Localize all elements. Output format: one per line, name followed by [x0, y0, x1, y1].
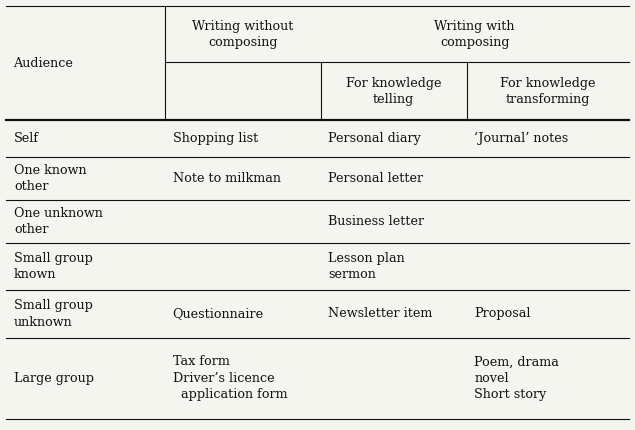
Text: Personal letter: Personal letter	[328, 172, 424, 185]
Text: Questionnaire: Questionnaire	[173, 307, 264, 320]
Text: One unknown
other: One unknown other	[14, 207, 103, 236]
Text: Tax form
Driver’s licence
  application form: Tax form Driver’s licence application fo…	[173, 356, 288, 401]
Text: For knowledge
transforming: For knowledge transforming	[500, 77, 596, 106]
Text: Large group: Large group	[14, 372, 94, 385]
Text: Poem, drama
novel
Short story: Poem, drama novel Short story	[474, 356, 559, 401]
Text: Writing with
composing: Writing with composing	[434, 20, 515, 49]
Text: Personal diary: Personal diary	[328, 132, 421, 145]
Text: Self: Self	[14, 132, 39, 145]
Text: One known
other: One known other	[14, 164, 86, 193]
Text: Proposal: Proposal	[474, 307, 531, 320]
Text: For knowledge
telling: For knowledge telling	[346, 77, 441, 106]
Text: ‘Journal’ notes: ‘Journal’ notes	[474, 132, 568, 145]
Text: Shopping list: Shopping list	[173, 132, 258, 145]
Text: Note to milkman: Note to milkman	[173, 172, 281, 185]
Text: Audience: Audience	[13, 57, 72, 70]
Text: Business letter: Business letter	[328, 215, 424, 228]
Text: Small group
known: Small group known	[14, 252, 93, 281]
Text: Writing without
composing: Writing without composing	[192, 20, 293, 49]
Text: Lesson plan
sermon: Lesson plan sermon	[328, 252, 405, 281]
Text: Newsletter item: Newsletter item	[328, 307, 432, 320]
Text: Small group
unknown: Small group unknown	[14, 299, 93, 329]
